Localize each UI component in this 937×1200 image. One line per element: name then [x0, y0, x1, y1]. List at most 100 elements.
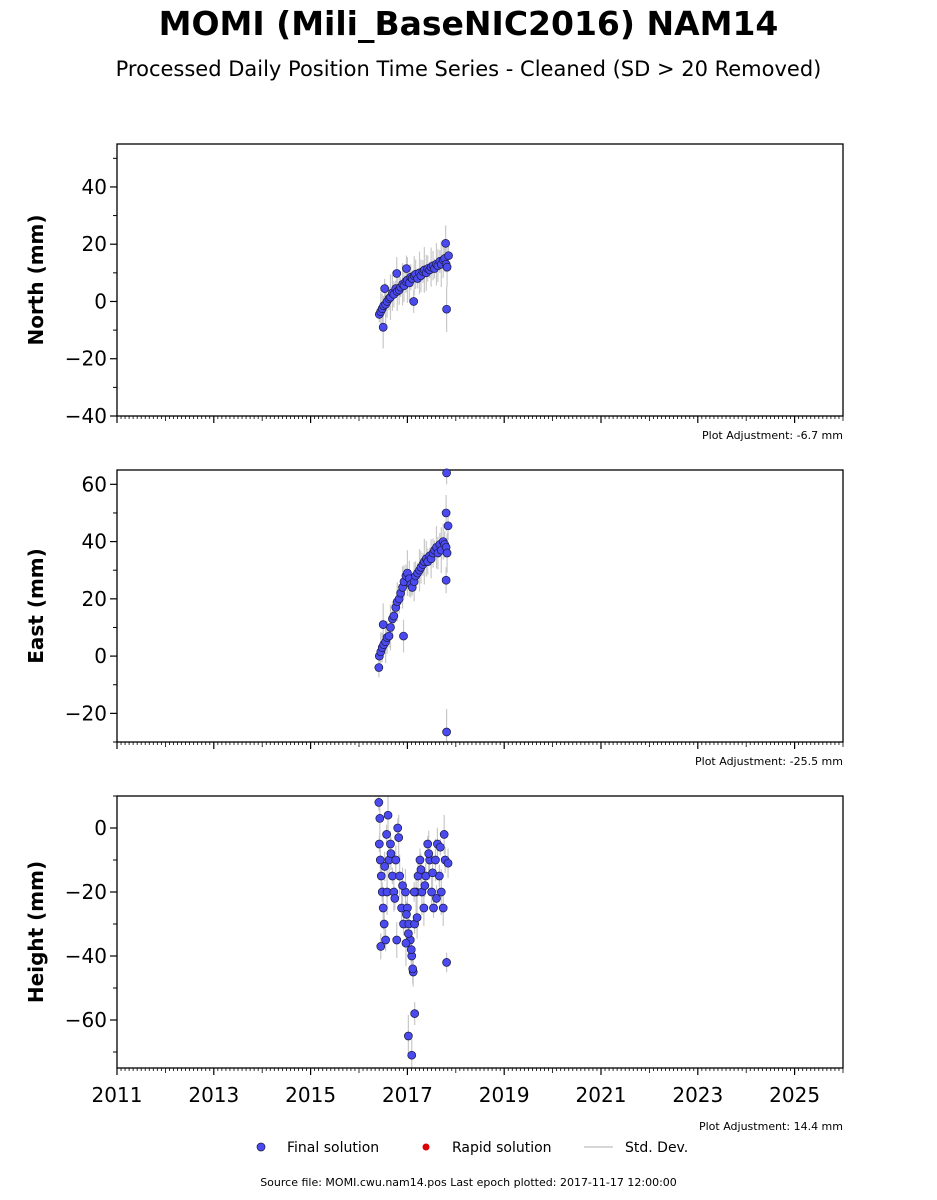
- panel-east: −20 0 20 40 60 East (mm) Plot Adjustment: -25.…: [24, 468, 844, 768]
- final-solution-point: [392, 935, 402, 945]
- final-solution-point: [415, 855, 425, 865]
- final-solution-point: [424, 849, 434, 858]
- final-solution-point: [378, 620, 388, 629]
- plot-adjustment-note: Plot Adjustment: -6.7 mm: [702, 429, 843, 442]
- final-solution-point: [439, 830, 449, 839]
- x-tick-label: 2025: [769, 1083, 820, 1107]
- final-solution-point: [404, 1031, 413, 1041]
- final-solution-point: [376, 871, 386, 881]
- plot-frame: [116, 143, 844, 417]
- final-solution-point: [378, 903, 388, 913]
- chart-subtitle: Processed Daily Position Time Series - C…: [115, 57, 822, 81]
- final-solution-point: [409, 887, 419, 897]
- final-solution-point: [443, 521, 453, 531]
- y-tick-label: 20: [82, 232, 107, 256]
- y-tick-label: −40: [65, 944, 107, 968]
- final-solution-point: [398, 881, 407, 890]
- final-solution-point: [384, 631, 394, 641]
- final-solution-point: [391, 855, 401, 865]
- final-solution-point: [427, 887, 436, 897]
- x-tick-label: 2017: [382, 1083, 433, 1107]
- final-solution-point: [393, 823, 403, 833]
- plot-frame: [116, 469, 844, 743]
- plot-adjustment-note: Plot Adjustment: -25.5 mm: [695, 755, 843, 768]
- final-solution-point: [389, 611, 399, 621]
- legend: Final solution Rapid solution Std. Dev.: [256, 1140, 688, 1156]
- final-solution-point: [379, 919, 389, 929]
- final-solution-point: [375, 814, 385, 823]
- final-solution-point: [375, 855, 385, 865]
- legend-stddev-label: Std. Dev.: [625, 1140, 688, 1156]
- final-solution-point: [442, 727, 451, 737]
- final-solution-point: [376, 942, 386, 951]
- final-solution-point: [444, 251, 453, 261]
- final-solution-point: [388, 871, 397, 881]
- final-solution-point: [423, 839, 433, 849]
- y-tick-label: 20: [82, 587, 107, 611]
- final-solution-point: [420, 881, 430, 890]
- final-solution-point: [386, 839, 395, 849]
- x-tick-label: 2019: [479, 1083, 530, 1107]
- y-tick-label: 0: [94, 816, 107, 840]
- y-tick-label: 60: [82, 472, 107, 496]
- y-tick-label: −60: [65, 1008, 107, 1032]
- final-solution-point: [395, 871, 405, 881]
- final-solution-point: [428, 868, 437, 878]
- y-axis-label: Height (mm): [24, 861, 48, 1003]
- final-solution-point: [435, 842, 445, 852]
- legend-final-label: Final solution: [287, 1140, 379, 1156]
- final-solution-point: [419, 903, 429, 913]
- final-solution-point: [442, 958, 451, 967]
- panel-north: −40 −20 0 20 40 North (mm) Plot Adjustment: -6…: [24, 143, 844, 442]
- final-solution-point: [408, 964, 418, 974]
- final-solution-point: [429, 903, 438, 913]
- final-solution-point: [441, 508, 451, 518]
- final-solution-point: [394, 833, 404, 842]
- legend-rapid-marker: [422, 1143, 430, 1151]
- plot-adjustment-note: Plot Adjustment: 14.4 mm: [699, 1120, 843, 1133]
- final-solution-point: [442, 262, 452, 272]
- final-solution-point: [402, 264, 411, 273]
- x-tick-label: 2021: [576, 1083, 627, 1107]
- final-solution-point: [404, 929, 413, 938]
- final-solution-point: [412, 913, 422, 922]
- final-solution-point: [390, 894, 400, 903]
- final-solution-point: [442, 548, 452, 558]
- final-solution-point: [402, 910, 411, 919]
- final-solution-point: [392, 269, 402, 278]
- final-solution-point: [409, 297, 419, 306]
- y-axis-label: North (mm): [24, 214, 48, 345]
- y-tick-label: 40: [82, 175, 107, 199]
- final-solution-point: [442, 468, 451, 478]
- final-solution-point: [378, 322, 388, 332]
- y-tick-label: 0: [94, 644, 107, 668]
- final-solution-point: [442, 304, 451, 314]
- y-tick-label: −20: [65, 701, 107, 725]
- chart-title: MOMI (Mili_BaseNIC2016) NAM14: [158, 4, 779, 43]
- x-tick-label: 2013: [188, 1083, 239, 1107]
- final-solution-point: [374, 798, 384, 807]
- final-solution-point: [380, 862, 390, 871]
- final-solution-point: [380, 284, 390, 293]
- final-solution-point: [441, 239, 450, 248]
- legend-rapid-label: Rapid solution: [452, 1140, 552, 1156]
- final-solution-point: [399, 631, 408, 641]
- final-solution-point: [406, 945, 416, 954]
- final-solution-point: [382, 830, 391, 839]
- x-tick-label: 2011: [92, 1083, 143, 1107]
- y-tick-label: −20: [65, 347, 107, 371]
- final-solution-point: [383, 810, 393, 820]
- x-tick-label: 2023: [672, 1083, 723, 1107]
- final-solution-point: [407, 1050, 417, 1060]
- y-tick-label: −20: [65, 880, 107, 904]
- legend-final-marker: [256, 1142, 266, 1152]
- final-solution-point: [410, 1009, 420, 1018]
- final-solution-point: [438, 903, 448, 913]
- final-solution-point: [381, 935, 390, 945]
- x-tick-label: 2015: [285, 1083, 336, 1107]
- final-solution-point: [436, 887, 446, 897]
- final-solution-point: [386, 849, 396, 858]
- final-solution-point: [432, 894, 441, 903]
- y-tick-label: −40: [65, 404, 107, 428]
- y-axis-label: East (mm): [24, 548, 48, 664]
